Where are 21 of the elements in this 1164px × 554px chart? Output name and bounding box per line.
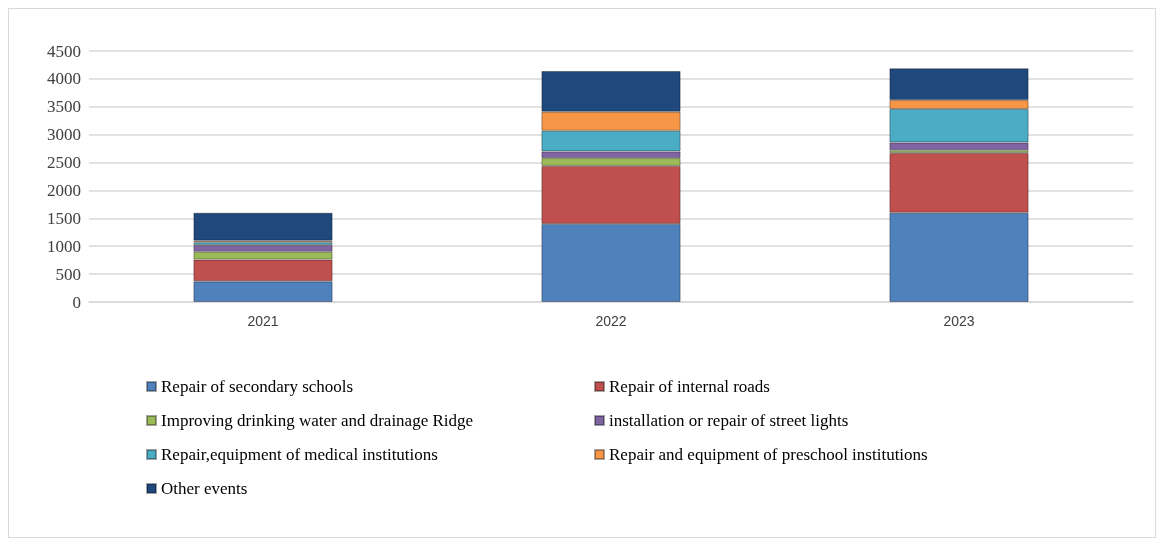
x-tick-label: 2022 bbox=[595, 313, 627, 329]
bar bbox=[193, 212, 333, 241]
y-tick-label: 4500 bbox=[47, 41, 81, 61]
y-tick-label: 0 bbox=[72, 292, 81, 312]
x-tick-label: 2021 bbox=[247, 313, 279, 329]
legend-label: Other events bbox=[161, 479, 248, 498]
y-tick-label: 3000 bbox=[47, 125, 81, 145]
y-tick-label: 2500 bbox=[47, 153, 81, 173]
legend-label: Repair of secondary schools bbox=[161, 377, 354, 396]
y-tick-label: 2000 bbox=[47, 180, 81, 200]
y-tick-label: 1000 bbox=[47, 236, 81, 256]
legend-label: Repair of internal roads bbox=[609, 377, 770, 396]
x-tick-label: 2023 bbox=[943, 313, 975, 329]
y-tick-label: 500 bbox=[55, 264, 81, 284]
legend-label: Repair,equipment of medical institutions bbox=[161, 445, 438, 464]
legend-label: installation or repair of street lights bbox=[609, 411, 849, 430]
y-tick-label: 4000 bbox=[47, 69, 81, 89]
legend-label: Repair and equipment of preschool institutions bbox=[609, 445, 928, 464]
y-tick-label: 3500 bbox=[47, 97, 81, 117]
y-tick-label: 1500 bbox=[47, 208, 81, 228]
legend-label: Improving drinking water and drainage Ridge bbox=[161, 411, 474, 430]
